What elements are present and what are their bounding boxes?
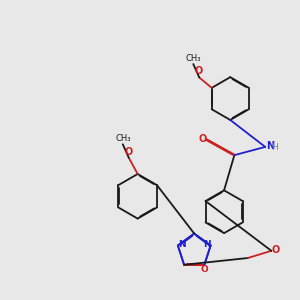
- Text: CH₃: CH₃: [185, 54, 201, 63]
- Text: N: N: [203, 240, 210, 249]
- Text: O: O: [198, 134, 206, 144]
- Text: CH₃: CH₃: [115, 134, 130, 143]
- Text: N: N: [178, 240, 186, 249]
- Text: H: H: [271, 143, 278, 152]
- Text: O: O: [200, 265, 208, 274]
- Text: O: O: [194, 66, 203, 76]
- Text: O: O: [124, 147, 132, 157]
- Text: N: N: [266, 141, 274, 151]
- Text: O: O: [272, 245, 280, 255]
